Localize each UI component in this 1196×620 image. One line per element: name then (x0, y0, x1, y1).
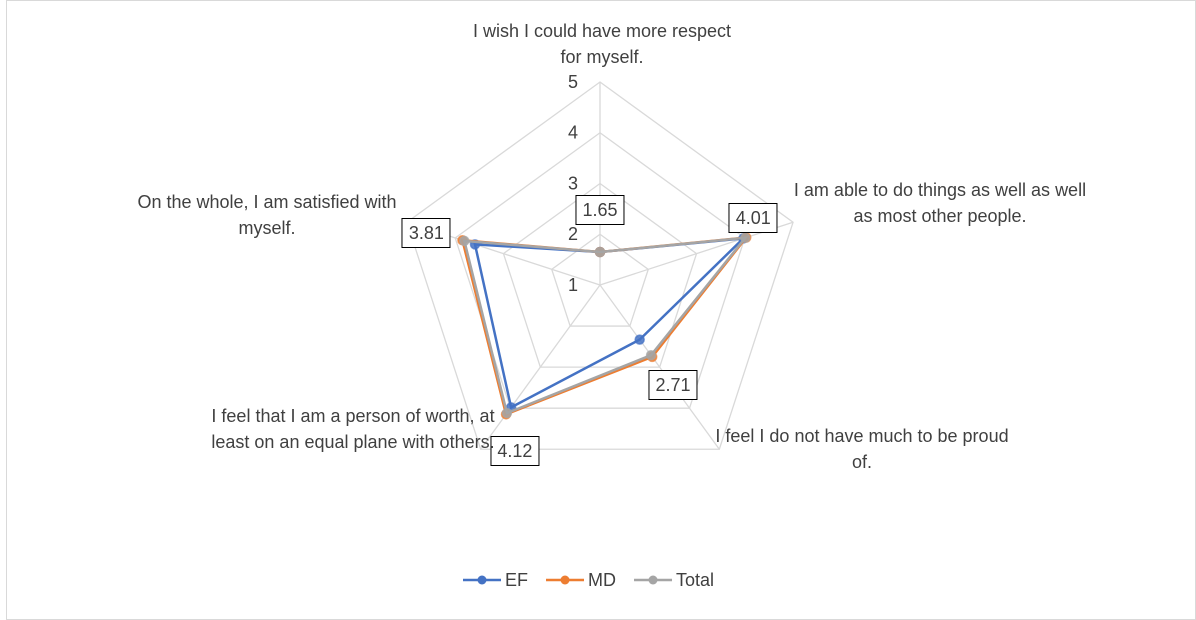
tick-label: 5 (568, 72, 578, 92)
category-label: I wish I could have more respect for mys… (472, 21, 732, 67)
grid-ring (550, 233, 650, 327)
series-marker (594, 246, 606, 258)
legend-marker (648, 575, 658, 585)
grid-ring (502, 182, 698, 368)
grid-ring (454, 131, 746, 409)
data-label: 4.01 (728, 202, 778, 233)
spoke (599, 284, 720, 450)
series-marker (459, 235, 470, 247)
legend-label: EF (505, 570, 528, 590)
category-label: I am able to do things as well as well a… (793, 180, 1087, 226)
category-label: On the whole, I am satisfied with myself… (137, 192, 397, 238)
legend-label: MD (588, 570, 616, 590)
tick-label: 4 (568, 123, 578, 143)
tick-label: 2 (568, 224, 578, 244)
category-label: I feel that I am a person of worth, at l… (211, 406, 495, 452)
series-line (462, 236, 749, 415)
chart-border (6, 0, 1196, 620)
category-label: I feel I do not have much to be proud of… (715, 426, 1009, 472)
series-marker (740, 232, 751, 244)
data-label: 2.71 (648, 370, 698, 401)
legend-label: Total (676, 570, 714, 590)
series-marker (634, 334, 645, 345)
legend-marker (560, 575, 570, 585)
data-label: 4.12 (490, 436, 540, 467)
data-label: 3.81 (401, 217, 451, 248)
series-line (473, 236, 747, 410)
tick-label: 3 (568, 173, 578, 193)
tick-label: 1 (568, 275, 578, 295)
series-marker (645, 349, 657, 361)
legend-marker (477, 575, 487, 585)
grid-ring (406, 81, 794, 450)
series-marker (501, 407, 513, 419)
spoke (480, 284, 601, 450)
data-label: 1.65 (575, 195, 625, 225)
